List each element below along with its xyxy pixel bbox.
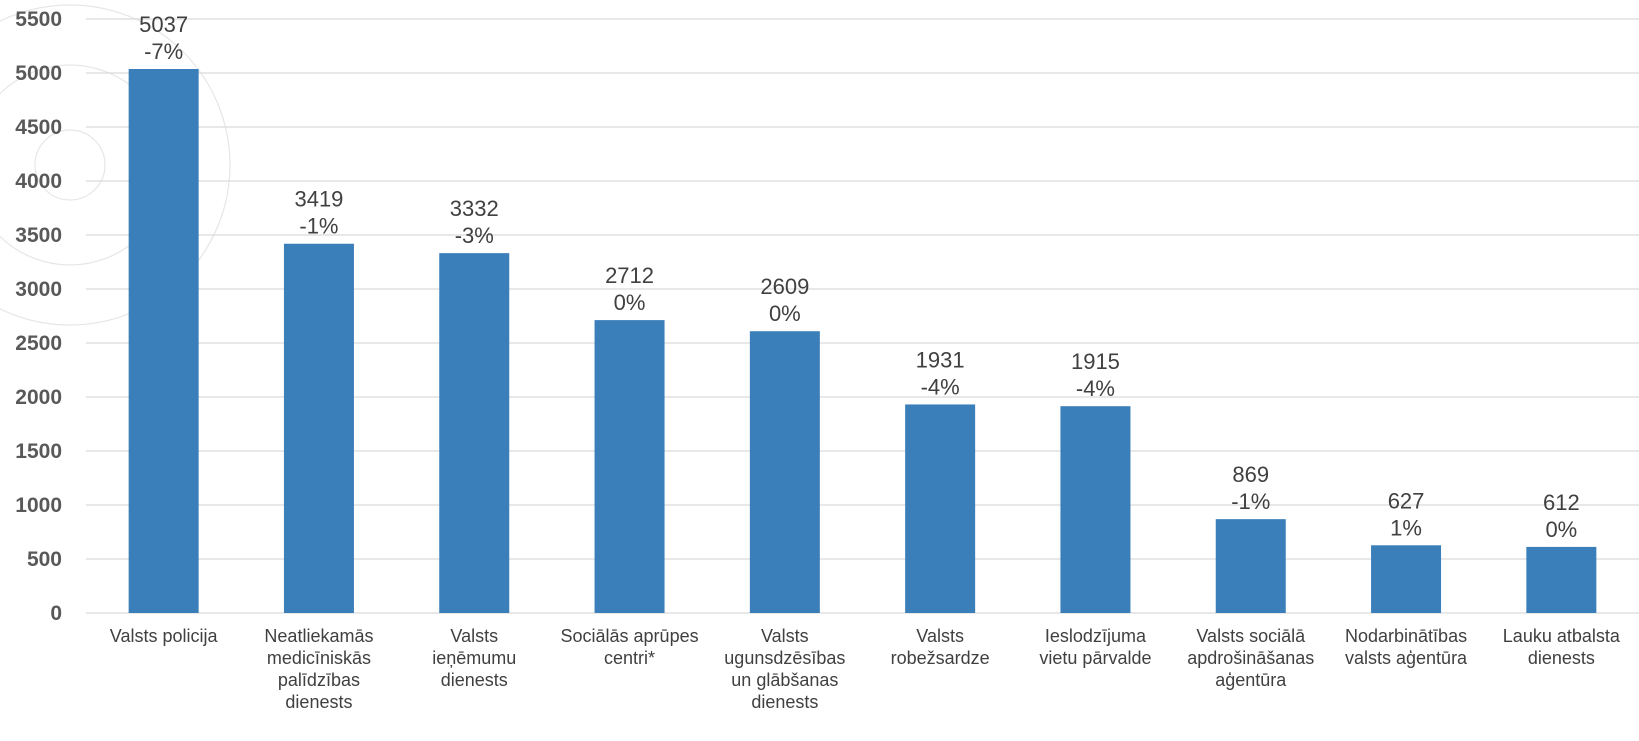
x-category-label-4-line-2: centri*	[604, 648, 655, 668]
x-category-label-5-line-4: dienests	[751, 692, 818, 712]
y-tick-label-2000: 2000	[15, 386, 62, 409]
data-label-value-3: 3332	[450, 196, 499, 221]
bar-7	[1060, 406, 1131, 613]
data-label-change-3: -3%	[455, 223, 494, 248]
data-label-value-9: 627	[1388, 488, 1425, 513]
x-category-label-6-line-2: robežsardze	[891, 648, 990, 668]
y-tick-label-3500: 3500	[15, 224, 62, 247]
y-tick-label-1500: 1500	[15, 440, 62, 463]
x-category-label-5-line-1: Valsts	[761, 626, 809, 646]
x-category-label-10-line-1: Lauku atbalsta	[1503, 626, 1621, 646]
x-category-label-1-line-1: Valsts policija	[110, 626, 219, 646]
data-label-change-4: 0%	[614, 290, 646, 315]
x-category-label-2-line-2: medicīniskās	[267, 648, 371, 668]
y-axis-tick-labels: 0 500 1000 1500 2000 2500 3000 3500 4000 4500 5000…	[15, 8, 62, 625]
y-tick-label-5000: 5000	[15, 62, 62, 85]
x-category-label-9-line-1: Nodarbinātības	[1345, 626, 1467, 646]
bar-6	[905, 404, 976, 613]
y-tick-label-4500: 4500	[15, 116, 62, 139]
data-label-change-7: -4%	[1076, 376, 1115, 401]
x-category-label-6-line-1: Valsts	[916, 626, 964, 646]
data-label-value-1: 5037	[139, 12, 188, 37]
x-category-label-2-line-3: palīdzības	[278, 670, 360, 690]
y-tick-label-4000: 4000	[15, 170, 62, 193]
y-tick-label-2500: 2500	[15, 332, 62, 355]
data-label-value-2: 3419	[294, 187, 343, 212]
data-label-value-8: 869	[1232, 462, 1269, 487]
data-label-value-10: 612	[1543, 490, 1580, 515]
bars	[128, 69, 1597, 614]
y-tick-label-1000: 1000	[15, 494, 62, 517]
data-labels: 5037-7%3419-1%3332-3%27120%26090%1931-4%…	[139, 12, 1580, 542]
bar-10	[1526, 546, 1597, 613]
bar-8	[1215, 519, 1286, 613]
x-category-label-2-line-4: dienests	[285, 692, 352, 712]
bar-9	[1371, 545, 1442, 613]
y-tick-label-500: 500	[27, 548, 62, 571]
bar-4	[594, 320, 665, 613]
data-label-change-8: -1%	[1231, 489, 1270, 514]
bar-3	[439, 253, 510, 614]
data-label-value-7: 1915	[1071, 349, 1120, 374]
bar-1	[128, 69, 199, 613]
x-category-label-7-line-1: Ieslodzījuma	[1045, 626, 1147, 646]
x-axis-category-labels: Valsts policija Neatliekamāsmedicīniskāsp…	[110, 626, 1621, 712]
bar-5	[749, 331, 820, 613]
data-label-value-6: 1931	[916, 347, 965, 372]
y-tick-label-0: 0	[50, 602, 62, 625]
bar-2	[283, 243, 354, 614]
x-category-label-10-line-2: dienests	[1528, 648, 1595, 668]
x-category-label-5-line-3: un glābšanas	[731, 670, 838, 690]
x-category-label-2-line-1: Neatliekamās	[264, 626, 373, 646]
data-label-value-4: 2712	[605, 263, 654, 288]
x-category-label-8-line-3: aģentūra	[1215, 670, 1287, 690]
data-label-change-6: -4%	[921, 374, 960, 399]
x-category-label-3-line-2: ieņēmumu	[432, 648, 516, 668]
x-category-label-8-line-2: apdrošināšanas	[1187, 648, 1314, 668]
data-label-change-10: 0%	[1545, 517, 1577, 542]
data-label-change-1: -7%	[144, 39, 183, 64]
x-category-label-3-line-3: dienests	[441, 670, 508, 690]
data-label-change-9: 1%	[1390, 515, 1422, 540]
data-label-value-5: 2609	[760, 274, 809, 299]
x-category-label-8-line-1: Valsts sociālā	[1196, 626, 1306, 646]
x-category-label-9-line-2: valsts aģentūra	[1345, 648, 1468, 668]
y-tick-label-5500: 5500	[15, 8, 62, 31]
data-label-change-2: -1%	[299, 214, 338, 239]
y-tick-label-3000: 3000	[15, 278, 62, 301]
x-category-label-5-line-2: ugunsdzēsības	[724, 648, 845, 668]
watermark-circle-inner	[34, 129, 106, 201]
x-category-label-7-line-2: vietu pārvalde	[1039, 648, 1151, 668]
x-category-label-4-line-1: Sociālās aprūpes	[561, 626, 699, 646]
x-category-label-3-line-1: Valsts	[450, 626, 498, 646]
data-label-change-5: 0%	[769, 301, 801, 326]
watermark-circle-outer	[0, 4, 231, 326]
